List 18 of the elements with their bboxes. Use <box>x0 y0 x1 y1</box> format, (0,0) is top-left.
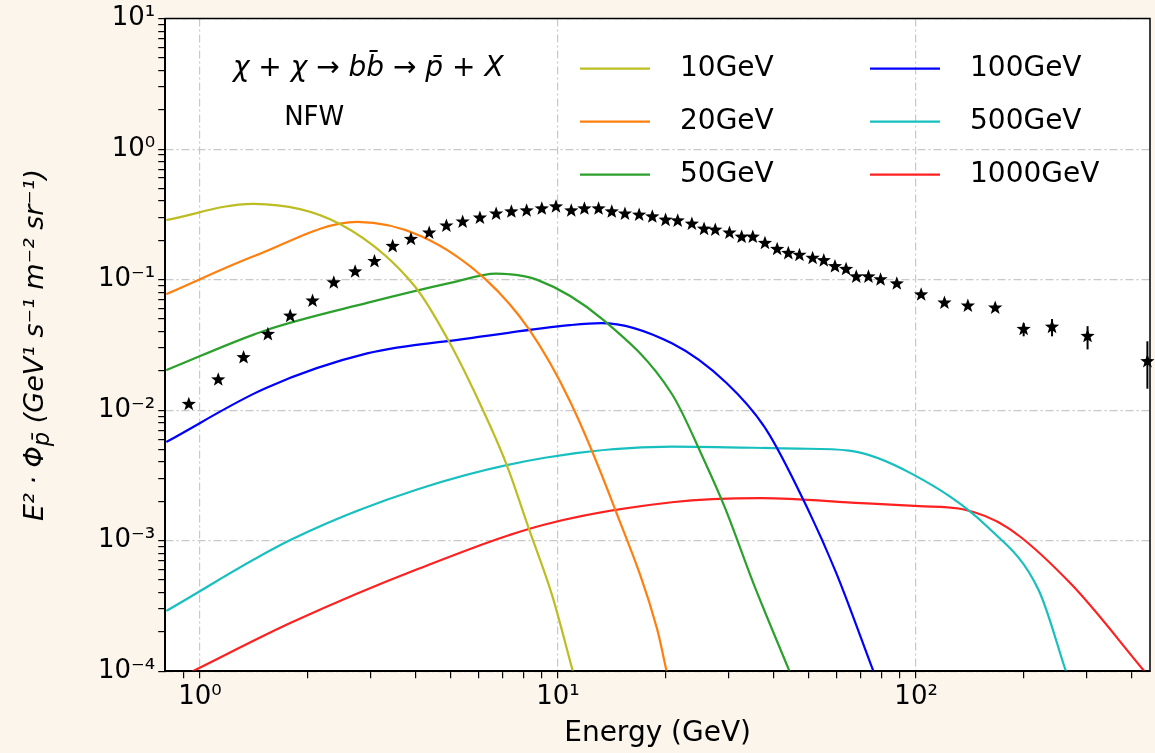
y-tick-label: 10⁻¹ <box>98 262 156 293</box>
x-axis-title: Energy (GeV) <box>564 715 752 749</box>
legend-label: 50GeV <box>680 155 774 189</box>
x-tick-label: 10¹ <box>536 679 580 710</box>
x-tick-label: 10² <box>894 679 938 710</box>
y-tick-label: 10⁰ <box>111 131 156 162</box>
y-tick-label: 10⁻³ <box>98 523 156 554</box>
legend-label: 20GeV <box>680 102 774 136</box>
annotation: χ + χ → bb̄ → p̄ + X <box>230 48 505 83</box>
legend-label: 500GeV <box>970 102 1082 136</box>
y-tick-label: 10⁻⁴ <box>98 653 156 684</box>
x-tick-label: 10⁰ <box>178 679 222 710</box>
y-tick-label: 10⁻² <box>98 392 156 423</box>
annotation: NFW <box>284 101 345 132</box>
y-tick-label: 10¹ <box>111 1 156 32</box>
legend-label: 10GeV <box>680 49 774 83</box>
legend-label: 100GeV <box>970 49 1082 83</box>
legend-label: 1000GeV <box>970 155 1100 189</box>
